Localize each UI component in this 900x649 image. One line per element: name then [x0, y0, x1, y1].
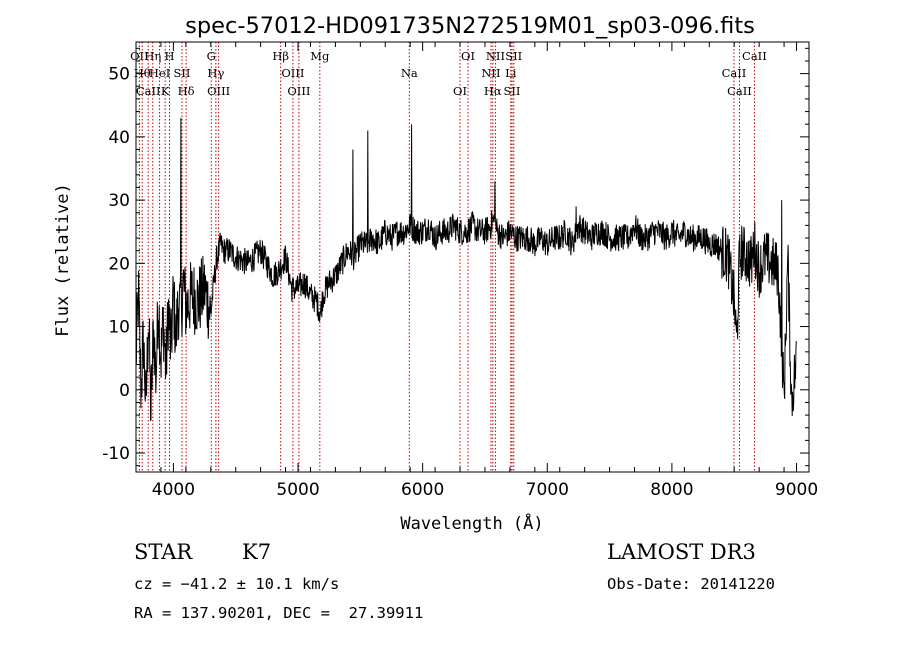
line-marker-label: Hβ: [272, 49, 289, 63]
line-marker-label: G: [207, 49, 216, 63]
line-marker-label: Hδ: [178, 84, 195, 98]
x-tick-label: 5000: [276, 480, 319, 500]
x-tick-label: 6000: [401, 480, 444, 500]
line-marker-label: Hα: [484, 84, 502, 98]
line-marker-label: HeI: [149, 66, 170, 80]
x-tick-label: 4000: [152, 480, 195, 500]
line-marker-label: OIII: [207, 84, 230, 98]
line-marker-label: CaII: [727, 84, 752, 98]
line-marker-label: Mg: [310, 49, 330, 63]
line-marker-label: OI: [461, 49, 475, 63]
spectrum-line: [135, 117, 797, 422]
y-tick-label: 0: [119, 381, 130, 401]
line-marker-label: NII: [481, 66, 500, 80]
line-marker-label: SII: [504, 84, 521, 98]
line-marker-label: SII: [174, 66, 191, 80]
line-marker-label: K: [161, 84, 170, 98]
axis-ticks: 4000 5000 6000 7000 8000 9000 -10 0 10 20 30 40 50: [102, 42, 818, 500]
line-marker-label: NII: [486, 49, 505, 63]
y-tick-label: -10: [102, 444, 130, 464]
plot-frame: [135, 41, 810, 473]
y-tick-label: 20: [108, 254, 130, 274]
redshift-velocity: cz = −41.2 ± 10.1 km/s: [134, 575, 340, 593]
y-tick-label: 50: [108, 65, 130, 85]
line-marker-label: OI: [453, 84, 467, 98]
observation-date: Obs-Date: 20141220: [607, 575, 775, 593]
line-marker-label: CaII: [136, 84, 161, 98]
line-marker-label: Hη: [144, 49, 161, 63]
x-tick-label: 7000: [526, 480, 569, 500]
line-marker-label: Li: [505, 66, 517, 80]
y-tick-label: 30: [108, 191, 130, 211]
x-tick-label: 9000: [775, 480, 818, 500]
x-tick-label: 8000: [650, 480, 693, 500]
survey-name: LAMOST DR3: [607, 540, 756, 564]
object-class: STAR: [134, 540, 193, 564]
y-axis-label: Flux (relative): [53, 183, 73, 337]
line-marker-label: Na: [401, 66, 418, 80]
line-marker-label: H: [165, 49, 175, 63]
line-markers: OII Hθ CaII Hη HeI K H SII Hδ G Hγ OIII Hβ OIII OIII Mg…: [130, 42, 767, 472]
y-tick-label: 40: [108, 128, 130, 148]
x-axis-label: Wavelength (Å): [400, 512, 543, 534]
coordinates: RA = 137.90201, DEC = 27.39911: [134, 604, 424, 622]
line-marker-label: OIII: [287, 84, 310, 98]
line-marker-label: Hθ: [134, 66, 151, 80]
chart-title: spec-57012-HD091735N272519M01_sp03-096.f…: [185, 13, 755, 39]
line-marker-label: OIII: [281, 66, 304, 80]
object-subclass: K7: [242, 540, 272, 564]
line-marker-label: OII: [130, 49, 149, 63]
line-marker-label: CaII: [742, 49, 767, 63]
line-marker-label: Hγ: [207, 66, 224, 80]
line-marker-label: SII: [505, 49, 522, 63]
y-tick-label: 10: [108, 318, 130, 338]
line-marker-label: CaII: [722, 66, 747, 80]
